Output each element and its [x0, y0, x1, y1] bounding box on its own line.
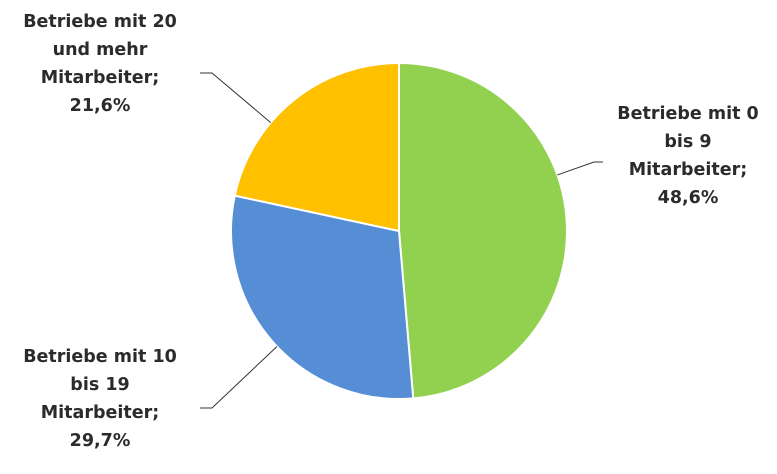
- slice-label-0-line-2: bis 9: [664, 132, 712, 152]
- slice-label-1-line-1: Betriebe mit 10: [23, 347, 177, 367]
- slice-label-2-line-2: und mehr: [52, 40, 148, 60]
- slice-label-2-line-4: 21,6%: [69, 96, 131, 116]
- slice-label-2-line-1: Betriebe mit 20: [23, 12, 177, 32]
- slice-label-0-line-3: Mitarbeiter;: [628, 160, 748, 180]
- slice-label-0-line-1: Betriebe mit 0: [617, 104, 759, 124]
- leader-line-10-bis-19: [200, 346, 278, 409]
- slice-0-bis-9: [398, 61, 568, 400]
- slice-label-1-line-4: 29,7%: [69, 431, 131, 451]
- slice-20-und-mehr: [233, 61, 400, 233]
- slice-label-1-line-3: Mitarbeiter;: [40, 403, 160, 423]
- slice-10-bis-19: [230, 194, 415, 400]
- slice-label-1-line-2: bis 19: [70, 375, 130, 395]
- slice-label-2-line-3: Mitarbeiter;: [40, 68, 160, 88]
- leader-line-0-bis-9: [557, 161, 603, 176]
- slice-label-0-bis-9: Betriebe mit 0 bis 9 Mitarbeiter; 48,6%: [603, 100, 773, 212]
- slice-label-10-bis-19: Betriebe mit 10 bis 19 Mitarbeiter; 29,7…: [0, 343, 200, 455]
- leader-line-20-und-mehr: [200, 72, 271, 123]
- slice-label-20-und-mehr: Betriebe mit 20 und mehr Mitarbeiter; 21…: [0, 8, 200, 120]
- slice-label-0-line-4: 48,6%: [657, 188, 719, 208]
